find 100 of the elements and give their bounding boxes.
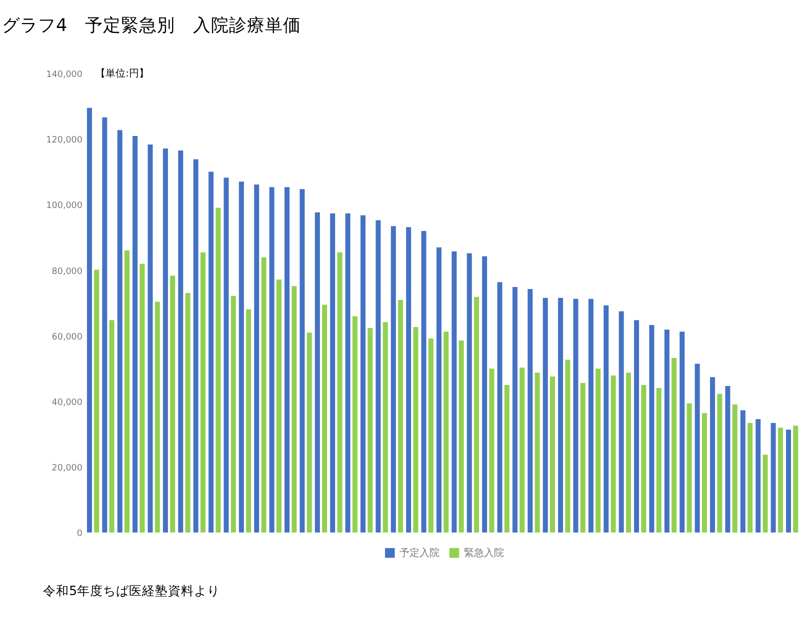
bar: [360, 215, 366, 532]
bar: [109, 320, 114, 532]
bar: [230, 296, 236, 532]
bar: [376, 220, 381, 532]
bar: [558, 298, 564, 532]
bar: [390, 226, 396, 532]
y-tick-label: 140,000: [46, 70, 82, 80]
bar: [756, 419, 761, 532]
bar: [610, 376, 616, 532]
bar: [444, 332, 449, 532]
bar: [656, 388, 662, 532]
bar: [238, 182, 244, 532]
bar: [193, 159, 198, 532]
bar: [254, 184, 260, 532]
bar: [154, 302, 160, 532]
bar: [322, 304, 328, 532]
bar: [178, 150, 184, 532]
bar: [580, 383, 586, 532]
bar: [534, 372, 540, 532]
bar: [269, 187, 274, 532]
bar: [140, 264, 145, 532]
bar: [512, 287, 518, 532]
bar: [458, 340, 464, 532]
bar: [634, 320, 640, 532]
bar: [330, 213, 336, 532]
bar: [604, 305, 609, 532]
bar: [208, 172, 214, 532]
bar: [710, 377, 716, 532]
bar: [786, 430, 792, 532]
bar: [466, 253, 472, 532]
bar: [672, 358, 677, 532]
legend-label: 緊急入院: [464, 546, 504, 559]
bar: [680, 332, 685, 532]
bar: [368, 328, 373, 532]
bar: [246, 309, 252, 532]
legend-label: 予定入院: [400, 546, 440, 559]
bar: [170, 276, 176, 532]
bar: [428, 338, 434, 532]
bar: [497, 282, 502, 532]
y-tick-label: 40,000: [52, 398, 82, 408]
bar: [694, 364, 700, 532]
bar: [382, 322, 388, 532]
bar: [740, 410, 746, 532]
bar: [261, 257, 266, 532]
bar: [216, 208, 221, 532]
bar: [162, 148, 168, 532]
bar: [778, 428, 783, 532]
bar: [284, 187, 290, 532]
bar: [489, 368, 494, 532]
bar: [732, 404, 738, 532]
bar: [300, 189, 305, 532]
bar: [482, 256, 488, 532]
bar: [717, 394, 722, 532]
bar: [618, 311, 624, 532]
bar: [185, 292, 190, 532]
bar: [542, 298, 548, 532]
y-tick-label: 100,000: [46, 201, 82, 212]
bar: [345, 213, 350, 532]
bar: [337, 252, 342, 532]
bar: [626, 372, 631, 532]
bar: [528, 289, 533, 532]
bar: [200, 252, 206, 532]
bar: [421, 231, 426, 532]
bar: [520, 368, 525, 532]
bar: [292, 286, 297, 532]
bar: [94, 270, 100, 532]
bar: [664, 330, 670, 532]
y-tick-label: 120,000: [46, 136, 82, 146]
bar: [702, 413, 707, 532]
y-tick-label: 0: [76, 528, 82, 539]
bar: [398, 300, 404, 532]
text: 令和5年度ちば医経塾資料より: [42, 582, 220, 598]
bar: [436, 247, 442, 532]
bar: [452, 251, 457, 532]
bar: [474, 296, 480, 532]
bar: [725, 386, 730, 532]
bar: [124, 250, 130, 532]
bar: [793, 426, 798, 532]
annotation: 【単位:円】: [96, 68, 149, 80]
bar: [352, 316, 358, 532]
bar: [276, 280, 282, 532]
bar: [588, 298, 594, 532]
bar: [573, 298, 578, 532]
bar: [649, 325, 654, 532]
bar: [306, 332, 312, 532]
bar: [132, 136, 138, 532]
bar: [406, 227, 412, 532]
bar: [565, 360, 570, 532]
bar: [641, 385, 646, 532]
bar: [686, 403, 692, 532]
bar: [762, 454, 768, 532]
y-tick-label: 80,000: [52, 266, 82, 277]
bar: [86, 108, 92, 532]
bar: [748, 423, 753, 532]
y-tick-label: 20,000: [52, 463, 82, 474]
y-tick-label: 60,000: [52, 332, 82, 342]
bar: [102, 117, 108, 532]
bar: [413, 327, 418, 532]
bar: [224, 178, 229, 532]
bar: [550, 376, 556, 532]
